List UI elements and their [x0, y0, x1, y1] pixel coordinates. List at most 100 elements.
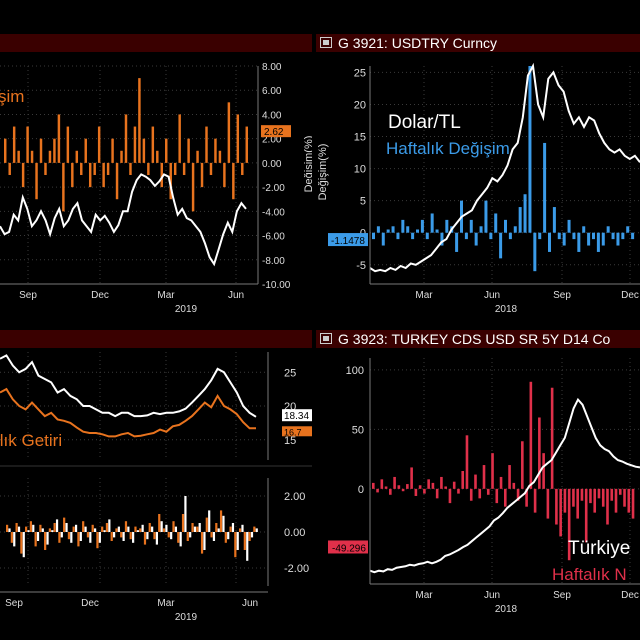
bar	[151, 126, 155, 163]
bar	[98, 532, 101, 543]
bar	[8, 528, 11, 532]
bar	[75, 150, 79, 163]
bar	[55, 519, 59, 532]
bar	[592, 232, 595, 240]
x-year-label: 2019	[175, 304, 198, 315]
bar	[102, 162, 105, 188]
bar	[430, 213, 434, 233]
bar	[606, 488, 609, 525]
y-tick-label: 10	[354, 164, 366, 176]
bar	[445, 219, 449, 233]
bar	[401, 219, 405, 233]
bar	[34, 532, 37, 547]
bar	[562, 232, 566, 246]
bar	[542, 453, 545, 489]
bar	[196, 150, 199, 163]
last-value-badge	[282, 409, 312, 422]
bar	[30, 150, 34, 163]
bar	[469, 219, 473, 233]
bar	[236, 114, 240, 163]
bar	[469, 488, 473, 501]
bar	[12, 126, 16, 163]
x-year-label: 2018	[495, 304, 518, 315]
bar	[529, 381, 533, 489]
bar	[25, 526, 28, 532]
y-tick-label: 25	[354, 67, 366, 79]
bar	[611, 232, 615, 240]
bar	[567, 219, 571, 233]
bar	[381, 232, 385, 246]
bar	[29, 521, 32, 532]
bar	[435, 488, 439, 499]
bar	[66, 126, 70, 163]
bar	[250, 532, 254, 538]
bar	[91, 524, 94, 532]
bar	[372, 482, 375, 489]
series-label: Dolar/TL	[388, 112, 461, 133]
bar	[543, 142, 547, 233]
bar	[215, 523, 218, 532]
y-tick-label: 0.00	[284, 527, 305, 539]
bar	[79, 532, 82, 541]
bar	[89, 532, 92, 543]
bar	[552, 207, 556, 233]
bar	[110, 532, 113, 541]
bar	[113, 532, 116, 538]
bar	[584, 488, 588, 543]
bar	[234, 532, 237, 558]
bar	[44, 532, 47, 550]
bar	[229, 526, 232, 532]
bar	[538, 232, 542, 240]
bar	[193, 526, 197, 532]
window-icon[interactable]	[320, 333, 332, 344]
window-icon[interactable]	[320, 37, 332, 48]
bar	[57, 114, 61, 163]
bar	[523, 194, 527, 233]
bar	[582, 226, 586, 233]
bar	[572, 232, 576, 240]
bar	[179, 532, 182, 547]
x-tick-label: Mar	[415, 290, 433, 301]
bar	[103, 530, 106, 532]
x-tick-label: Dec	[621, 590, 639, 601]
chart-p1: 8.00 6.00 4.00 2.00 0.00 -2.00 -4.00 -6.00 -8.00…	[0, 62, 312, 315]
x-tick-label: Mar	[157, 290, 175, 301]
bar	[153, 532, 156, 540]
bar	[474, 232, 478, 246]
bar	[484, 200, 488, 233]
bar	[384, 486, 388, 489]
bar	[198, 523, 201, 532]
y-tick-label: 25	[284, 367, 296, 379]
bar	[245, 126, 248, 163]
bar	[141, 524, 144, 532]
chart-p2: 2520151050-5Değişim(%)-1.1478MarJunSepDe…	[317, 62, 640, 315]
x-tick-label: Jun	[242, 598, 258, 609]
bar	[17, 150, 20, 163]
x-tick-label: Jun	[484, 290, 500, 301]
y-tick-label: 5	[360, 196, 366, 208]
series-label: Türkiye	[568, 538, 630, 559]
bar	[120, 532, 123, 538]
bar	[93, 528, 97, 532]
bar	[6, 524, 9, 532]
bar	[550, 387, 554, 489]
series-line-1	[0, 354, 257, 418]
bar	[391, 226, 395, 233]
bar	[504, 488, 507, 507]
bar	[214, 138, 217, 163]
bar	[173, 162, 177, 175]
bar	[418, 485, 422, 489]
bar	[205, 517, 208, 532]
bar	[452, 481, 456, 489]
bar	[616, 232, 620, 246]
bar	[101, 526, 104, 532]
bar	[77, 532, 80, 547]
cds-line	[369, 397, 640, 574]
series-label: llık Getiri	[0, 431, 62, 450]
last-value-label: 18.34	[284, 411, 309, 422]
last-value-badge	[328, 233, 368, 247]
bar	[53, 523, 56, 532]
bar	[71, 162, 74, 188]
bar	[423, 488, 426, 494]
